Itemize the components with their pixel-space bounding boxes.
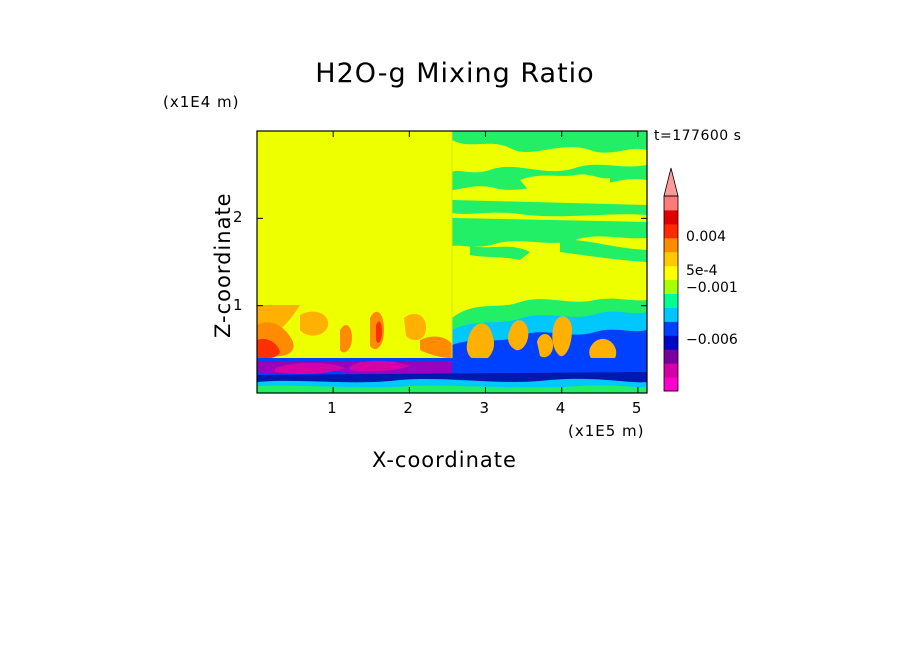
colorbar-segment xyxy=(664,377,678,392)
colorbar-segment xyxy=(664,321,678,336)
colorbar-frame xyxy=(663,195,679,392)
colorbar-segment xyxy=(664,335,678,350)
time-label: t=177600 s xyxy=(654,128,742,144)
y-tick-label: 1 xyxy=(233,295,243,314)
colorbar-segment xyxy=(664,279,678,294)
colorbar-label: −0.001 xyxy=(686,280,738,296)
x-tick-label: 5 xyxy=(631,399,642,417)
colorbar-segment xyxy=(664,363,678,378)
x-tick-label: 4 xyxy=(555,399,566,417)
x-tick-label: 1 xyxy=(327,399,337,417)
colorbar-extend-arrow xyxy=(663,167,679,197)
colorbar-segment xyxy=(664,349,678,364)
colorbar-label: −0.006 xyxy=(686,332,738,348)
colorbar-segment xyxy=(664,307,678,322)
x-tick-label: 2 xyxy=(403,399,413,417)
y-axis-title: Z-coordinate xyxy=(211,192,235,338)
colorbar-segment xyxy=(664,237,678,253)
contour-field xyxy=(257,131,647,393)
x-tick-label: 3 xyxy=(479,399,490,417)
colorbar-label: 5e-4 xyxy=(686,263,718,279)
colorbar-segment xyxy=(664,209,678,225)
colorbar-segment xyxy=(664,223,678,239)
x-axis-title: X-coordinate xyxy=(372,448,517,472)
colorbar-segment xyxy=(664,196,678,211)
y-axis-unit: (x1E4 m) xyxy=(163,93,240,111)
y-tick-label: 2 xyxy=(233,208,243,227)
colorbar-label: 0.004 xyxy=(686,229,727,245)
colorbar xyxy=(663,167,679,392)
x-axis-unit: (x1E5 m) xyxy=(568,422,645,440)
colorbar-segment xyxy=(664,265,678,281)
chart-title: H2O-g Mixing Ratio xyxy=(315,58,595,89)
colorbar-segment xyxy=(664,251,678,267)
colorbar-segment xyxy=(664,293,678,308)
axis-ticks xyxy=(257,131,647,393)
